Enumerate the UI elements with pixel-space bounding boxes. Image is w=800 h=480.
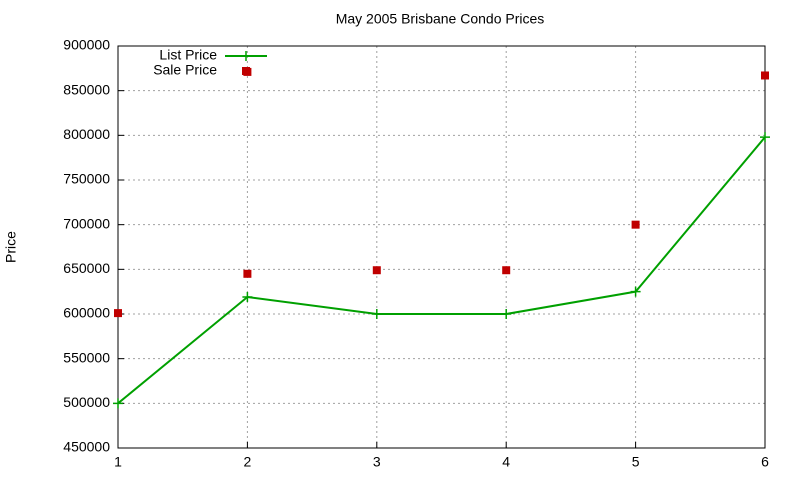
chart-title: May 2005 Brisbane Condo Prices [336, 11, 545, 27]
point-marker [113, 398, 123, 409]
legend-label: Sale Price [153, 62, 217, 78]
y-tick-label: 900000 [63, 37, 110, 53]
plot-frame [117, 45, 766, 449]
y-axis-label: Price [3, 231, 19, 263]
y-tick-label: 800000 [63, 126, 110, 142]
x-tick-label: 6 [761, 454, 769, 470]
point-marker [371, 309, 382, 319]
point-marker [630, 286, 641, 297]
y-tick-label: 600000 [63, 305, 110, 321]
y-tick-label: 700000 [63, 215, 110, 231]
point-marker [501, 309, 512, 319]
point-marker [372, 266, 381, 275]
series-line [117, 136, 766, 405]
y-tick-label: 550000 [63, 349, 110, 365]
y-tick-label: 450000 [63, 439, 110, 455]
point-marker [502, 266, 511, 275]
point-marker [631, 220, 640, 229]
x-tick-label: 3 [373, 454, 381, 470]
x-tick-label: 2 [244, 454, 252, 470]
point-marker [760, 132, 770, 143]
point-marker [114, 309, 122, 318]
y-tick-label: 650000 [63, 260, 110, 276]
y-tick-label: 850000 [63, 81, 110, 97]
x-tick-label: 1 [114, 454, 122, 470]
y-tick-label: 750000 [63, 171, 110, 187]
x-tick-label: 4 [502, 454, 510, 470]
point-marker [243, 269, 252, 278]
point-marker [761, 71, 769, 80]
legend-swatch [241, 51, 251, 61]
legend-label: List Price [159, 47, 217, 63]
y-tick-label: 500000 [63, 394, 110, 410]
x-tick-label: 5 [632, 454, 640, 470]
point-marker [242, 292, 253, 303]
legend-swatch [242, 67, 250, 75]
